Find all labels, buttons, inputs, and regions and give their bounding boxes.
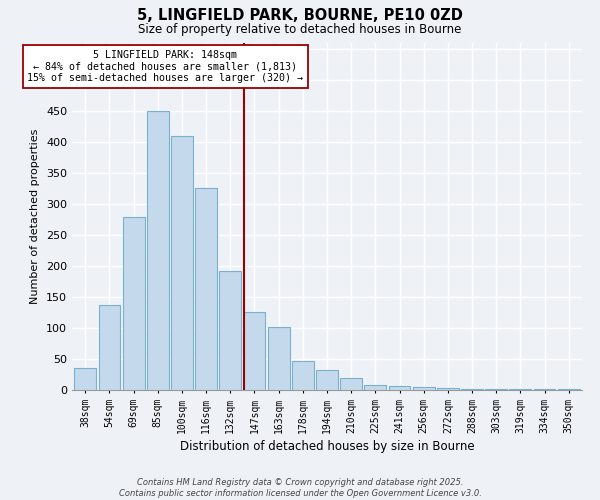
Bar (147, 111, 169, 390)
Bar (74, 368, 96, 390)
Bar (461, 389, 483, 390)
Bar (123, 218, 145, 390)
Bar (268, 328, 290, 390)
Bar (437, 388, 459, 390)
Bar (98, 305, 121, 390)
Bar (292, 361, 314, 390)
Bar (171, 136, 193, 390)
Bar (195, 188, 217, 390)
Bar (364, 385, 386, 390)
X-axis label: Distribution of detached houses by size in Bourne: Distribution of detached houses by size … (179, 440, 475, 453)
Bar (220, 271, 241, 390)
Bar (244, 312, 265, 390)
Text: 5 LINGFIELD PARK: 148sqm
← 84% of detached houses are smaller (1,813)
15% of sem: 5 LINGFIELD PARK: 148sqm ← 84% of detach… (27, 50, 303, 83)
Bar (558, 389, 580, 390)
Text: Size of property relative to detached houses in Bourne: Size of property relative to detached ho… (139, 22, 461, 36)
Bar (316, 370, 338, 390)
Y-axis label: Number of detached properties: Number of detached properties (31, 128, 40, 304)
Bar (340, 378, 362, 390)
Bar (413, 387, 434, 390)
Bar (389, 386, 410, 390)
Text: 5, LINGFIELD PARK, BOURNE, PE10 0ZD: 5, LINGFIELD PARK, BOURNE, PE10 0ZD (137, 8, 463, 22)
Text: Contains HM Land Registry data © Crown copyright and database right 2025.
Contai: Contains HM Land Registry data © Crown c… (119, 478, 481, 498)
